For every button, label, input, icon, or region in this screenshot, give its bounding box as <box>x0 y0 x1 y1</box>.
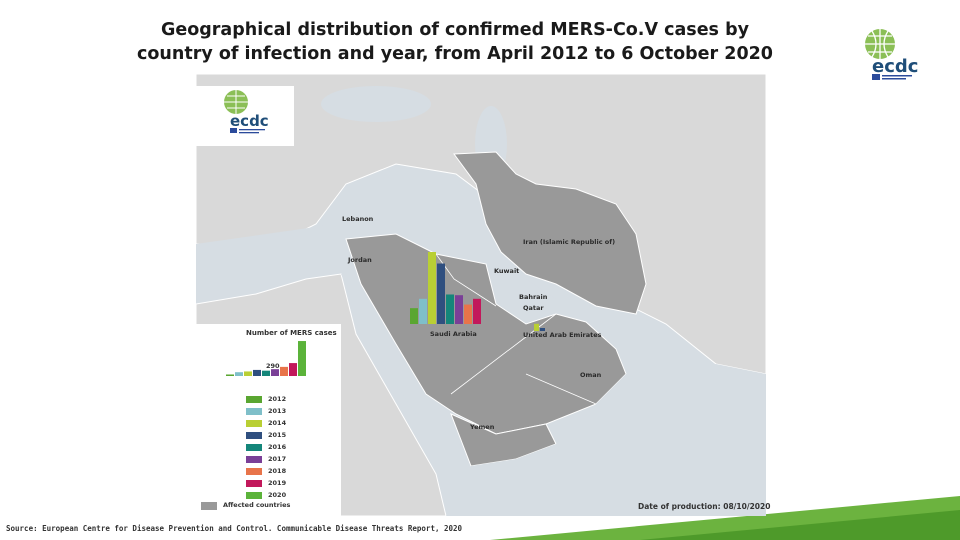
legend-label-2017: 2017 <box>268 455 287 463</box>
title-line-1: Geographical distribution of confirmed M… <box>160 20 750 40</box>
date-of-production: Date of production: 08/10/2020 <box>638 502 771 511</box>
legend-label-2015: 2015 <box>268 431 287 439</box>
legend-swatch-2012 <box>246 396 262 403</box>
saudi-bar-2018 <box>464 304 472 324</box>
legend-scale-bar-2015 <box>253 369 261 376</box>
legend-label-2012: 2012 <box>268 395 287 403</box>
legend-swatch-2020 <box>246 492 262 499</box>
legend-swatch-2014 <box>246 420 262 427</box>
legend-swatch-2015 <box>246 432 262 439</box>
legend-label-2020: 2020 <box>268 491 287 499</box>
legend-swatch-2016 <box>246 444 262 451</box>
saudi-bar-2013 <box>419 298 427 324</box>
label-yemen: Yemen <box>470 423 495 431</box>
legend-scale-bar-2017 <box>271 369 279 376</box>
saudi-arabia-cases-chart <box>410 252 481 324</box>
saudi-bar-2016 <box>446 294 454 324</box>
legend-title: Number of MERS cases <box>246 329 337 337</box>
legend-scale-bar-2016 <box>262 370 270 376</box>
legend-scale-bar-2019 <box>289 363 297 376</box>
legend-scale-bar-2013 <box>235 372 243 376</box>
iran-shape <box>453 151 647 315</box>
legend-reference-value: 290 <box>266 362 280 370</box>
saudi-bar-2019 <box>473 298 481 324</box>
label-kuwait: Kuwait <box>494 267 520 275</box>
saudi-bar-2014 <box>428 252 436 324</box>
label-bahrain: Bahrain <box>519 293 548 301</box>
uae-bar-2015 <box>540 328 545 331</box>
svg-text:ecdc: ecdc <box>230 112 269 130</box>
saudi-bar-2012 <box>410 308 418 324</box>
legend: Number of MERS cases 290 2012 2013 2014 201… <box>196 324 341 516</box>
saudi-bar-2015 <box>437 263 445 324</box>
affected-swatch <box>201 502 217 510</box>
arabian-peninsula-shape <box>345 233 627 435</box>
legend-scale-bar-2014 <box>244 371 252 376</box>
legend-bar-scale <box>226 341 306 376</box>
legend-label-2018: 2018 <box>268 467 287 475</box>
affected-label: Affected countries <box>223 501 291 509</box>
label-uae: United Arab Emirates <box>523 331 602 339</box>
label-qatar: Qatar <box>523 304 544 312</box>
legend-label-2016: 2016 <box>268 443 287 451</box>
label-iran: Iran (Islamic Republic of) <box>523 238 616 246</box>
ecdc-logo: ecdc <box>852 26 924 84</box>
legend-label-2019: 2019 <box>268 479 287 487</box>
legend-scale-bar-2012 <box>226 374 234 376</box>
label-lebanon: Lebanon <box>342 215 374 223</box>
legend-scale-bar-2018 <box>280 366 288 376</box>
source-citation: Source: European Centre for Disease Prev… <box>6 524 463 533</box>
legend-swatch-2013 <box>246 408 262 415</box>
svg-text:ecdc: ecdc <box>872 56 918 77</box>
legend-label-2013: 2013 <box>268 407 287 415</box>
title-line-2: country of infection and year, from Apri… <box>137 44 773 64</box>
legend-swatch-2017 <box>246 456 262 463</box>
page-title: Geographical distribution of confirmed M… <box>120 18 790 66</box>
legend-swatch-2018 <box>246 468 262 475</box>
uae-bar-2014 <box>534 323 539 331</box>
legend-scale-bar-2020 <box>298 341 306 376</box>
legend-label-2014: 2014 <box>268 419 287 427</box>
legend-swatch-2019 <box>246 480 262 487</box>
saudi-bar-2017 <box>455 295 463 324</box>
label-oman: Oman <box>580 371 602 379</box>
uae-cases-chart <box>534 323 545 331</box>
label-saudi-arabia: Saudi Arabia <box>430 330 477 338</box>
label-jordan: Jordan <box>348 256 372 264</box>
ecdc-map-logo: ecdc <box>196 86 294 146</box>
